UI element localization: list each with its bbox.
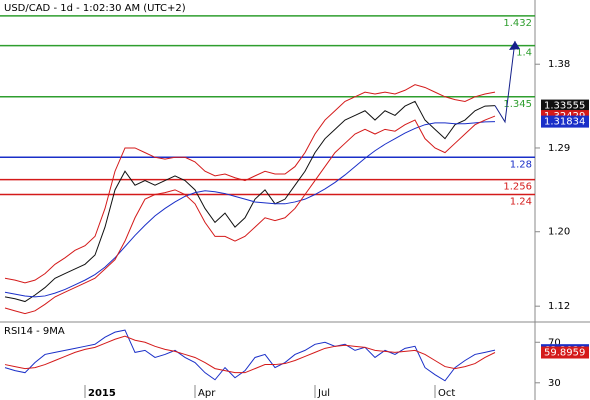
level-label: 1.345 bbox=[503, 99, 532, 110]
y-tick-label: 70 bbox=[548, 337, 561, 348]
y-tick-label: 1.38 bbox=[548, 59, 570, 70]
value-label: 1.33555 bbox=[544, 101, 585, 112]
x-tick-label: 2015 bbox=[88, 388, 116, 399]
panel-title: RSI14 - 9MA bbox=[4, 326, 65, 337]
series-line bbox=[4, 100, 496, 303]
value-label: 59.8959 bbox=[544, 348, 585, 359]
level-label: 1.432 bbox=[503, 18, 532, 29]
projection-arrowhead bbox=[509, 40, 520, 50]
series-line bbox=[4, 115, 496, 315]
level-label: 1.28 bbox=[510, 159, 532, 170]
series-line bbox=[4, 121, 496, 298]
y-tick-label: 30 bbox=[548, 378, 561, 389]
level-label: 1.24 bbox=[510, 197, 532, 208]
y-tick-label: 1.29 bbox=[548, 143, 570, 154]
series-line bbox=[4, 335, 496, 374]
value-box bbox=[541, 115, 589, 128]
level-label: 1.256 bbox=[503, 182, 532, 193]
x-tick-label: Oct bbox=[438, 388, 455, 399]
value-box bbox=[541, 346, 589, 359]
series-line bbox=[4, 329, 496, 382]
chart-title: USD/CAD - 1d - 1:02:30 AM (UTC+2) bbox=[4, 3, 186, 14]
value-box bbox=[541, 99, 589, 112]
level-label: 1.4 bbox=[516, 48, 532, 59]
x-tick-label: Apr bbox=[198, 388, 216, 399]
series-line bbox=[494, 40, 516, 124]
y-tick-label: 1.12 bbox=[548, 301, 570, 312]
y-tick-label: 1.20 bbox=[548, 227, 570, 238]
series-line bbox=[4, 84, 496, 284]
value-label: 1.31834 bbox=[544, 117, 585, 128]
x-tick-label: Jul bbox=[317, 388, 330, 399]
